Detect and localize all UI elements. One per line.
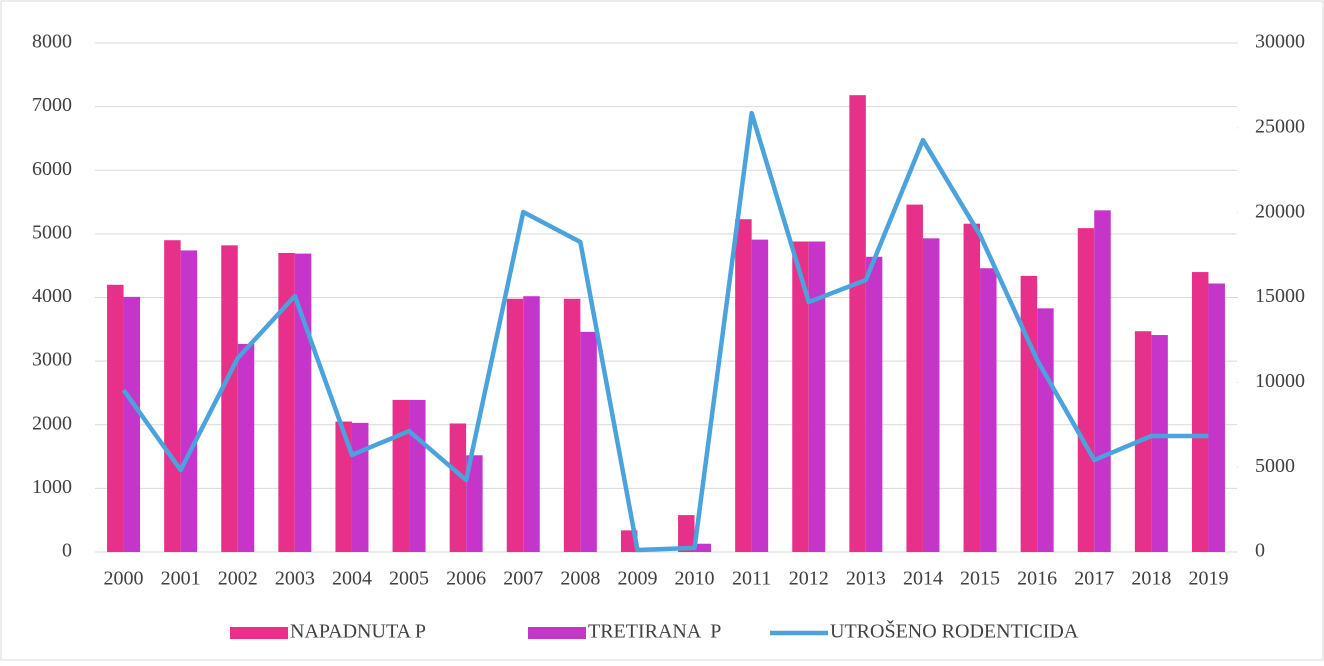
bar [980,268,997,552]
x-tick-label: 2007 [503,568,543,590]
y2-tick-label: 5000 [1255,455,1295,477]
bar [123,296,141,552]
x-tick-label: 2002 [218,568,258,590]
x-tick-label: 2014 [903,568,943,590]
x-tick-label: 2010 [675,568,715,590]
y-tick-label: 7000 [32,94,72,116]
y2-tick-label: 20000 [1255,200,1305,222]
x-tick-label: 2013 [846,568,886,590]
x-tick-label: 2008 [560,568,600,590]
y2-tick-label: 30000 [1255,31,1305,53]
bar [906,204,923,553]
x-tick-label: 2015 [960,568,1000,590]
bar [180,250,198,553]
bar [409,399,426,552]
bar [1037,308,1054,552]
x-tick-label: 2019 [1188,568,1228,590]
x-tick-label: 2018 [1131,568,1171,590]
bar [221,245,238,552]
bar [849,95,866,553]
bar [449,423,467,552]
bar [963,223,981,552]
bar [1191,272,1209,552]
bar [751,239,769,552]
y-tick-label: 4000 [32,285,72,307]
x-tick-label: 2005 [389,568,429,590]
bar [922,238,940,553]
bar [865,256,883,552]
legend-label: NAPADNUTA P [290,621,426,643]
bar [523,296,540,552]
y-tick-label: 1000 [32,476,72,498]
bar [1020,275,1038,552]
bar [107,284,124,552]
bar [1094,210,1111,553]
x-tick-label: 2003 [275,568,315,590]
bar [1208,283,1225,552]
bar [392,399,410,552]
x-tick-label: 2006 [446,568,486,590]
y2-tick-label: 0 [1255,540,1265,562]
x-tick-label: 2012 [789,568,829,590]
bar [694,543,712,552]
bar [735,219,752,552]
x-tick-label: 2000 [104,568,144,590]
bar [506,298,524,552]
bar [792,241,809,552]
y-tick-label: 0 [62,540,72,562]
x-tick-label: 2004 [332,568,372,590]
line [121,110,1209,553]
x-tick-label: 2011 [732,568,771,590]
legend-label: UTROŠENO RODENTICIDA [830,619,1079,643]
bar [808,241,826,552]
legend-swatch [230,627,288,639]
bar [278,252,295,552]
bar [466,455,483,552]
x-tick-label: 2009 [617,568,657,590]
x-tick-label: 2001 [161,568,201,590]
y-tick-label: 6000 [32,158,72,180]
legend-label: TRETIRANA P [588,621,721,643]
y2-tick-label: 10000 [1255,370,1305,392]
bar [351,422,369,552]
bar [1077,228,1095,552]
x-tick-label: 2017 [1074,568,1114,590]
bar [580,331,597,552]
bar [678,515,695,552]
y-tick-label: 3000 [32,349,72,371]
y-tick-label: 2000 [32,412,72,434]
bar [237,343,255,552]
y-tick-label: 5000 [32,221,72,243]
y2-tick-label: 25000 [1255,115,1305,137]
bar [335,421,352,552]
x-tick-label: 2016 [1017,568,1057,590]
y2-tick-label: 15000 [1255,285,1305,307]
bar [164,240,181,553]
y-tick-label: 8000 [32,31,72,53]
legend-swatch [528,627,586,639]
bar [563,298,581,552]
bar [1151,335,1168,552]
